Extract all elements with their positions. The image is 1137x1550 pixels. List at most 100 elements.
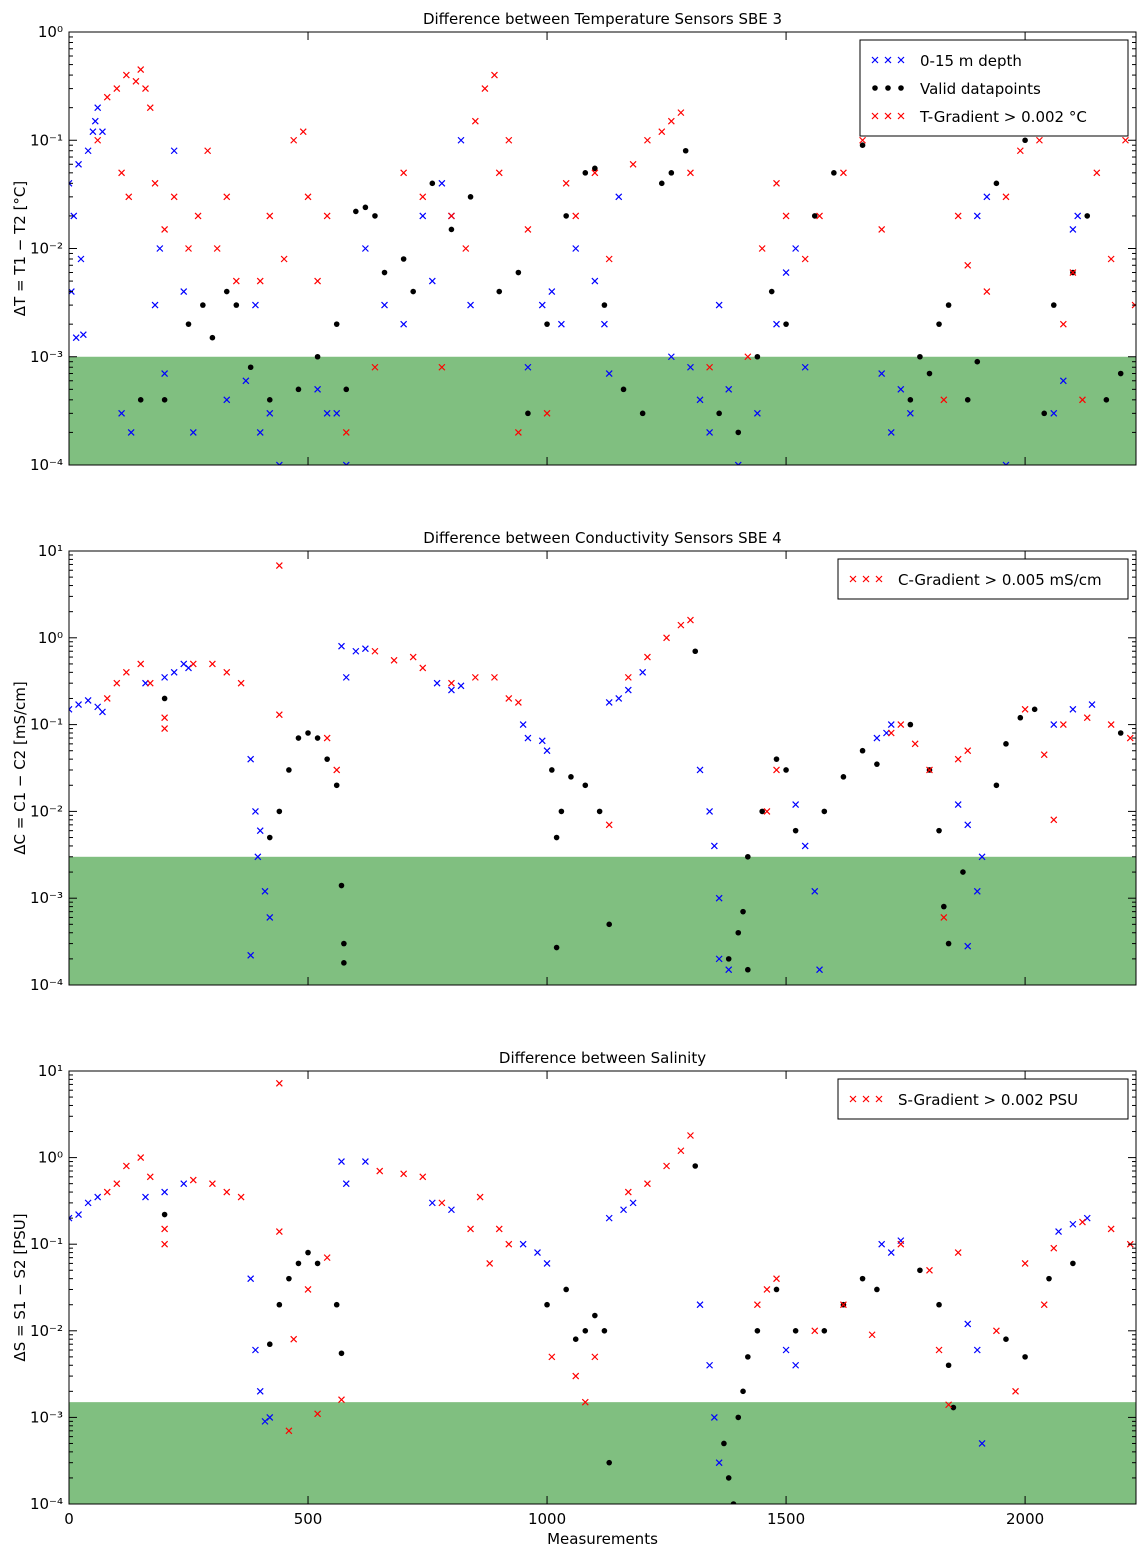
point: [715, 894, 723, 902]
point: [524, 363, 532, 371]
point: [84, 147, 92, 155]
point: [151, 179, 159, 187]
point: [663, 634, 670, 642]
point: [605, 370, 613, 377]
point: [113, 85, 121, 93]
point: [457, 136, 465, 144]
point: [639, 668, 647, 676]
point: [266, 397, 273, 403]
point: [1059, 320, 1067, 328]
point: [887, 721, 895, 729]
point: [1069, 1220, 1077, 1228]
point: [324, 756, 330, 762]
point: [524, 226, 532, 233]
point: [256, 277, 264, 285]
chart-title: Difference between Temperature Sensors S…: [423, 10, 782, 28]
y-tick-label: 10⁻¹: [30, 1235, 63, 1253]
y-tick-label: 10⁻²: [30, 240, 63, 258]
y-tick-label: 10⁻³: [30, 348, 63, 366]
point: [596, 808, 603, 815]
y-tick-label: 10⁻¹: [30, 716, 63, 734]
point: [438, 179, 446, 187]
y-tick-label: 10¹: [38, 1062, 63, 1080]
point: [151, 301, 159, 309]
point: [266, 1413, 274, 1421]
point: [773, 179, 780, 187]
point: [305, 1249, 311, 1256]
point: [745, 1354, 751, 1360]
point: [592, 1312, 598, 1319]
point: [515, 269, 522, 276]
point: [941, 903, 947, 910]
point: [887, 428, 895, 436]
point: [84, 1199, 92, 1207]
point: [256, 1387, 264, 1395]
plot-frame: [68, 1070, 1137, 1505]
point: [333, 766, 341, 774]
point: [730, 1501, 737, 1504]
point: [519, 721, 527, 729]
point: [275, 1228, 283, 1235]
point: [185, 321, 192, 327]
point: [873, 734, 881, 742]
point: [715, 1459, 723, 1467]
point: [620, 386, 627, 393]
point: [706, 428, 714, 436]
point: [1055, 1228, 1062, 1235]
point: [247, 1275, 255, 1283]
point: [1107, 255, 1115, 263]
point: [70, 212, 78, 220]
legend-label: 0-15 m depth: [920, 52, 1022, 70]
point: [69, 1214, 73, 1222]
point: [467, 301, 474, 309]
legend-marker: [875, 1095, 883, 1103]
y-axis-label: ΔC = C1 − C2 [mS/cm]: [11, 681, 29, 855]
point: [438, 1199, 446, 1207]
point: [811, 887, 819, 895]
point: [333, 1301, 340, 1308]
point: [223, 288, 230, 295]
point: [907, 721, 914, 728]
point: [353, 208, 359, 215]
point: [341, 940, 347, 947]
point: [1003, 1336, 1009, 1342]
legend-marker: [875, 575, 883, 583]
point: [745, 966, 751, 973]
point: [811, 213, 818, 219]
legend-marker: [849, 575, 857, 583]
legend-marker: [884, 56, 892, 64]
legend-label: C-Gradient > 0.005 mS/cm: [898, 571, 1102, 589]
point: [142, 85, 149, 93]
point: [682, 147, 689, 154]
y-tick-label: 10⁻³: [30, 1408, 63, 1426]
point: [200, 302, 206, 308]
point: [773, 320, 780, 328]
point: [476, 1193, 484, 1201]
point: [161, 725, 169, 732]
point: [146, 1173, 154, 1181]
point: [232, 277, 240, 285]
point: [644, 136, 651, 144]
point: [72, 334, 80, 342]
point: [1107, 1225, 1115, 1233]
point: [266, 834, 273, 841]
point: [156, 245, 164, 252]
point: [371, 363, 379, 371]
point: [668, 170, 675, 176]
point: [266, 1341, 273, 1348]
point: [544, 321, 550, 327]
point: [773, 1286, 780, 1293]
point: [629, 1199, 637, 1207]
point: [314, 353, 321, 360]
point: [1117, 370, 1124, 377]
point: [792, 801, 800, 808]
point: [687, 616, 694, 624]
point: [553, 944, 560, 951]
point: [276, 808, 283, 815]
legend-marker: [862, 1095, 870, 1103]
point: [1021, 705, 1029, 713]
point: [1040, 751, 1048, 759]
point: [624, 1188, 632, 1196]
point: [1083, 714, 1091, 722]
